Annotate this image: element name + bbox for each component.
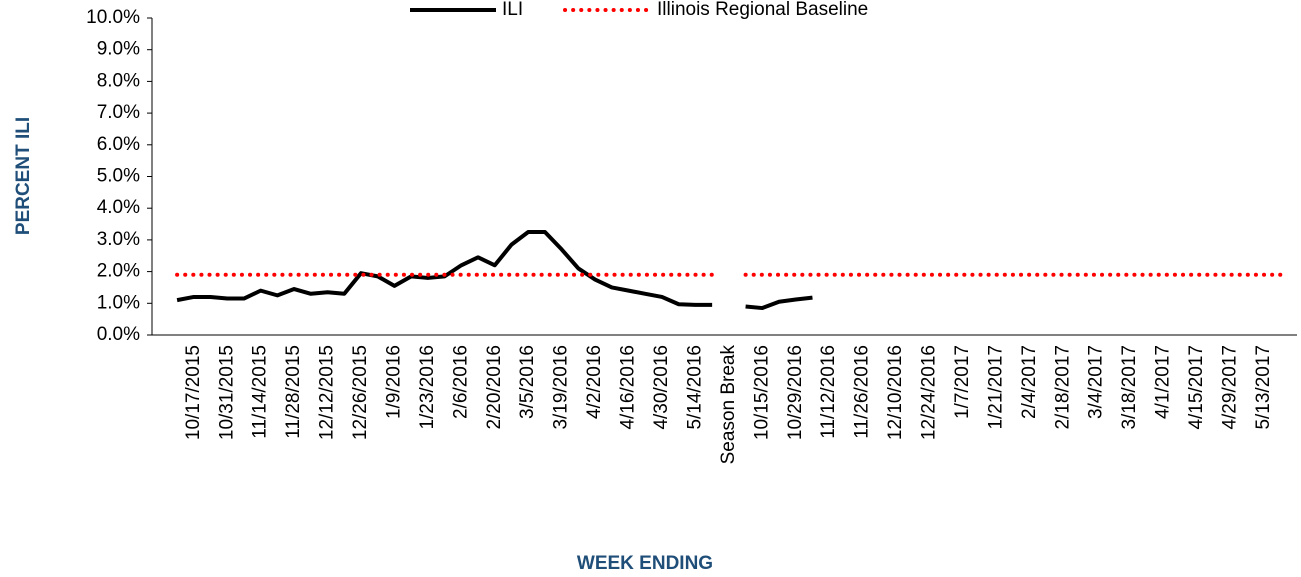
- x-tick-label: 1/7/2017: [952, 345, 973, 419]
- x-tick-label: 11/26/2016: [852, 345, 873, 439]
- x-tick-label: 5/14/2016: [684, 345, 705, 430]
- x-tick-label: 4/30/2016: [651, 345, 672, 430]
- x-tick-label: 11/14/2015: [250, 345, 271, 439]
- x-axis-title: WEEK ENDING: [577, 553, 713, 574]
- x-tick-label: 4/29/2017: [1219, 345, 1240, 430]
- y-axis-title: PERCENT ILI: [13, 117, 34, 235]
- x-tick-label: 12/26/2015: [350, 345, 371, 440]
- x-tick-label: 5/13/2017: [1253, 345, 1274, 430]
- x-tick-label: 3/18/2017: [1119, 345, 1140, 430]
- x-tick-label: 2/18/2017: [1052, 345, 1073, 430]
- y-tick-label: 3.0%: [97, 229, 140, 250]
- y-tick-label: 9.0%: [97, 39, 140, 60]
- x-tick-label: 10/29/2016: [785, 345, 806, 440]
- x-tick-label: Season Break: [718, 345, 739, 465]
- y-tick-label: 2.0%: [97, 261, 140, 282]
- series-line: [176, 229, 713, 307]
- legend-label: Illinois Regional Baseline: [657, 0, 868, 20]
- x-tick-label: 4/2/2016: [584, 345, 605, 419]
- x-tick-label: 3/5/2016: [517, 345, 538, 419]
- x-tick-label: 4/16/2016: [618, 345, 639, 430]
- x-tick-label: 1/21/2017: [985, 345, 1006, 430]
- x-tick-label: 12/24/2016: [919, 345, 940, 440]
- y-tick-label: 6.0%: [97, 134, 140, 155]
- y-tick-label: 0.0%: [97, 324, 140, 345]
- x-tick-label: 10/31/2015: [216, 345, 237, 440]
- x-tick-label: 2/4/2017: [1019, 345, 1040, 419]
- y-tick-label: 7.0%: [97, 102, 140, 123]
- y-tick-label: 4.0%: [97, 197, 140, 218]
- x-tick-label: 1/9/2016: [383, 345, 404, 419]
- x-tick-label: 10/15/2016: [751, 345, 772, 440]
- x-tick-label: 11/28/2015: [283, 345, 304, 439]
- y-tick-label: 8.0%: [97, 70, 140, 91]
- y-tick-label: 5.0%: [97, 166, 140, 187]
- y-tick-label: 1.0%: [97, 292, 140, 313]
- x-tick-label: 10/17/2015: [183, 345, 204, 440]
- legend-label: ILI: [502, 0, 523, 20]
- x-tick-label: 12/10/2016: [885, 345, 906, 440]
- y-tick-label: 10.0%: [86, 7, 140, 28]
- x-tick-label: 3/4/2017: [1086, 345, 1107, 419]
- x-tick-label: 3/19/2016: [551, 345, 572, 430]
- x-tick-label: 4/15/2017: [1186, 345, 1207, 430]
- x-tick-label: 4/1/2017: [1153, 345, 1174, 419]
- x-tick-label: 2/20/2016: [484, 345, 505, 430]
- series-line: [745, 295, 813, 311]
- x-tick-label: 2/6/2016: [450, 345, 471, 419]
- x-tick-label: 11/12/2016: [818, 345, 839, 439]
- x-tick-label: 1/23/2016: [417, 345, 438, 430]
- x-tick-label: 12/12/2015: [317, 345, 338, 440]
